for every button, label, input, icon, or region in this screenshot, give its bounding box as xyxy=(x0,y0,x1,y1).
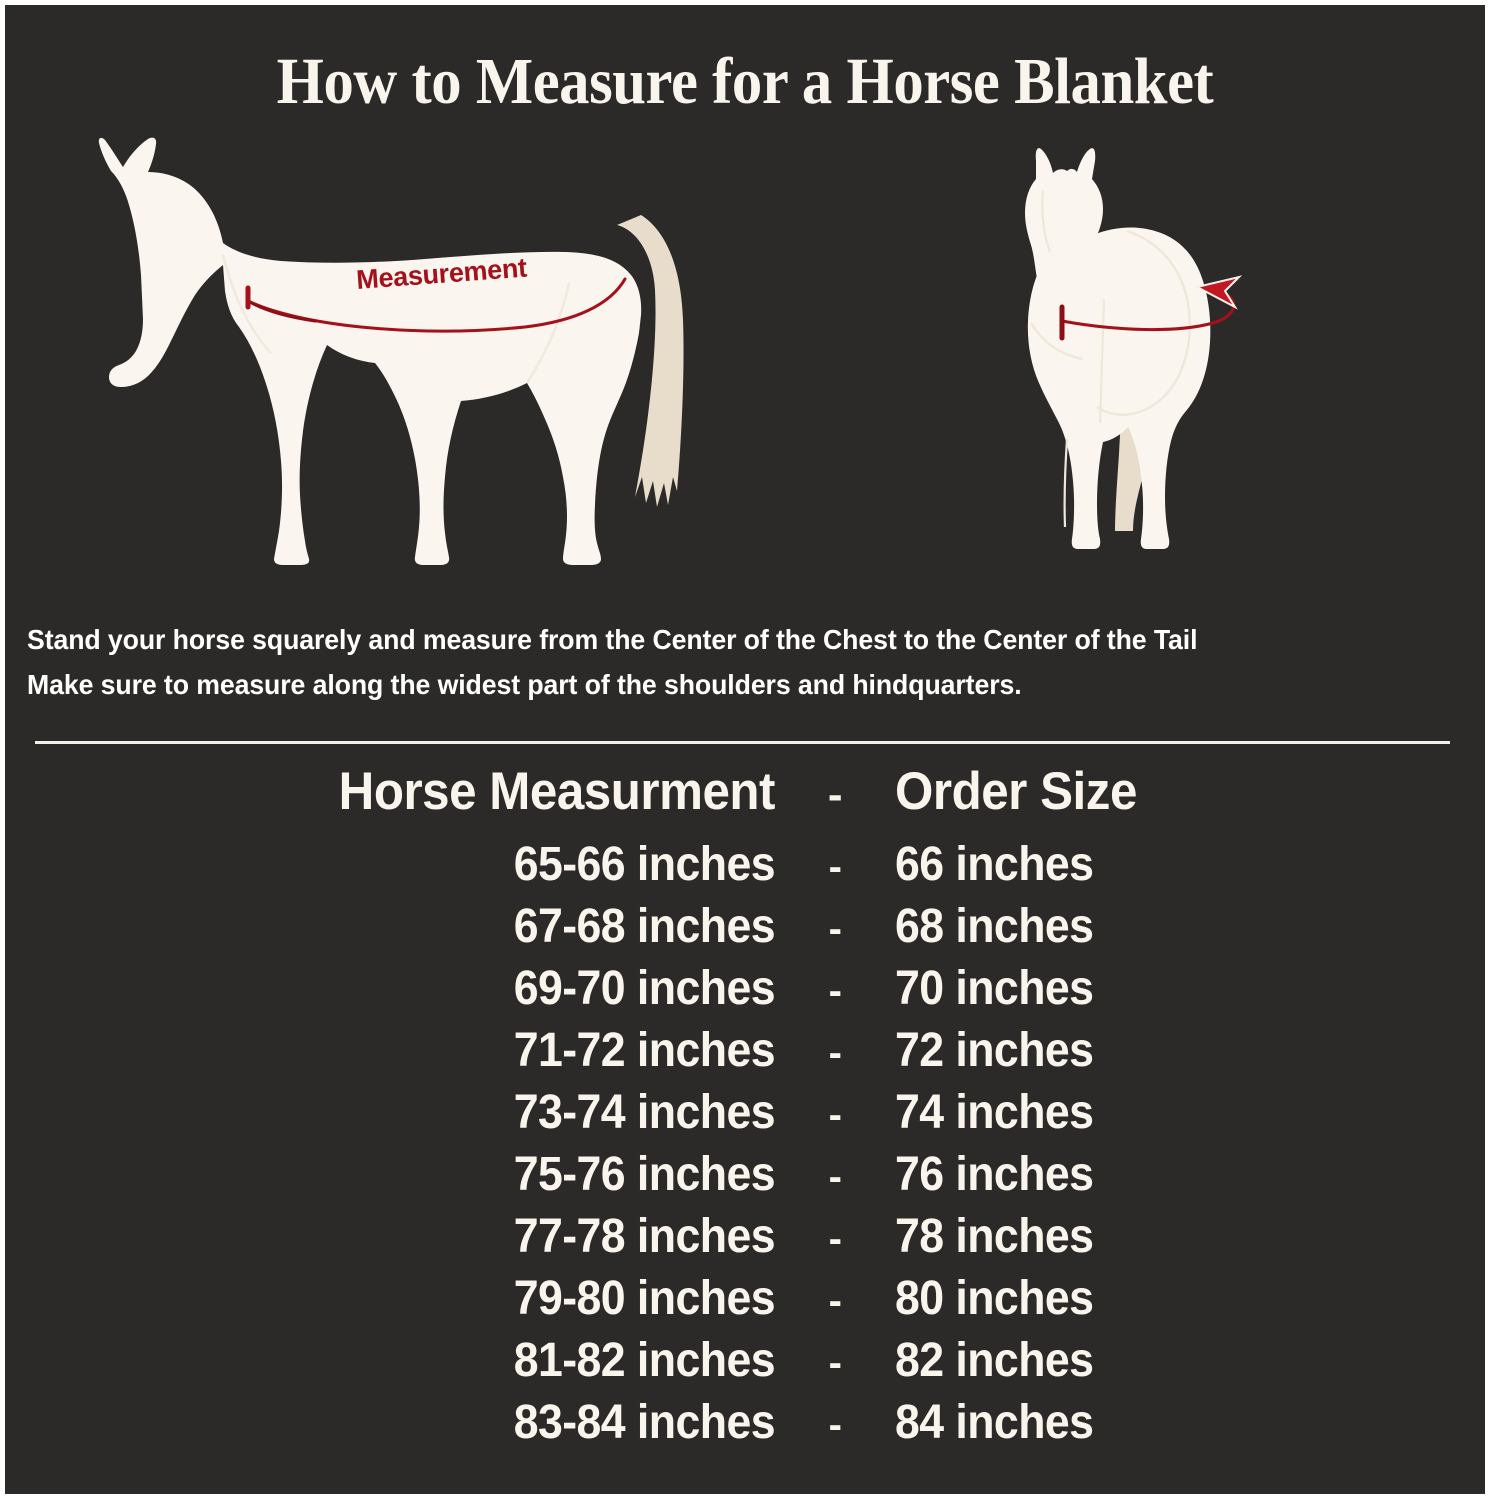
cell-horse-measurement: 83-84 inches xyxy=(513,1396,776,1449)
table-header-row: Horse Measurment - Order Size xyxy=(5,761,1485,837)
rear-measurement-line xyxy=(1060,294,1236,332)
cell-dash: - xyxy=(828,1403,842,1447)
cell-horse-measurement: 65-66 inches xyxy=(513,838,776,891)
rear-horse-leg-shade xyxy=(1063,438,1069,528)
cell-dash: - xyxy=(828,1093,842,1137)
cell-order-size: 72 inches xyxy=(895,1024,1094,1077)
cell-dash: - xyxy=(828,845,842,889)
rear-horse-haunch-shade xyxy=(1096,229,1191,416)
side-horse-tail xyxy=(617,215,684,507)
cell-order-size: 70 inches xyxy=(895,962,1094,1015)
horse-measurement-diagram: Measurement xyxy=(5,125,1484,605)
measurement-line-back xyxy=(246,299,317,323)
cell-dash: - xyxy=(828,1341,842,1385)
instructions-line-1: Stand your horse squarely and measure fr… xyxy=(27,624,1198,655)
cell-order-size: 84 inches xyxy=(895,1396,1094,1449)
page-title: How to Measure for a Horse Blanket xyxy=(276,45,1214,118)
table-row: 69-70 inches - 70 inches xyxy=(5,961,1485,1023)
side-horse-body xyxy=(98,137,642,565)
section-divider xyxy=(35,741,1450,744)
instructions-line-2: Make sure to measure along the widest pa… xyxy=(27,669,1022,700)
cell-order-size: 66 inches xyxy=(895,838,1094,891)
cell-horse-measurement: 81-82 inches xyxy=(513,1334,776,1387)
cell-dash: - xyxy=(828,969,842,1013)
header-order-size: Order Size xyxy=(895,762,1137,821)
rear-horse-body xyxy=(1027,227,1211,549)
rear-horse-center-line xyxy=(1098,298,1106,424)
header-horse-measurement: Horse Measurment xyxy=(338,762,776,821)
table-row: 65-66 inches - 66 inches xyxy=(5,837,1485,899)
table-row: 75-76 inches - 76 inches xyxy=(5,1147,1485,1209)
side-view-horse-icon: Measurement xyxy=(98,137,684,565)
cell-order-size: 78 inches xyxy=(895,1210,1094,1263)
cell-order-size: 76 inches xyxy=(895,1148,1094,1201)
instructions-text: Stand your horse squarely and measure fr… xyxy=(27,617,1424,707)
header-dash: - xyxy=(827,770,843,819)
cell-horse-measurement: 77-78 inches xyxy=(513,1210,776,1263)
cell-horse-measurement: 69-70 inches xyxy=(513,962,776,1015)
cell-dash: - xyxy=(828,1279,842,1323)
cell-horse-measurement: 67-68 inches xyxy=(513,900,776,953)
table-row: 71-72 inches - 72 inches xyxy=(5,1023,1485,1085)
cell-dash: - xyxy=(828,1155,842,1199)
table-row: 79-80 inches - 80 inches xyxy=(5,1271,1485,1333)
size-chart-table: Horse Measurment - Order Size 65-66 inch… xyxy=(5,761,1485,1457)
cell-order-size: 82 inches xyxy=(895,1334,1094,1387)
cell-horse-measurement: 71-72 inches xyxy=(513,1024,776,1077)
cell-order-size: 68 inches xyxy=(895,900,1094,953)
cell-horse-measurement: 75-76 inches xyxy=(513,1148,776,1201)
rear-horse-chest-line xyxy=(1030,322,1084,361)
cell-dash: - xyxy=(828,1031,842,1075)
rear-view-horse-icon xyxy=(1025,148,1243,549)
side-horse-shoulder-line xyxy=(221,254,272,354)
table-row: 77-78 inches - 78 inches xyxy=(5,1209,1485,1271)
table-row: 83-84 inches - 84 inches xyxy=(5,1395,1485,1457)
table-row: 73-74 inches - 74 inches xyxy=(5,1085,1485,1147)
infographic-panel: How to Measure for a Horse Blanket xyxy=(5,5,1485,1494)
table-row: 81-82 inches - 82 inches xyxy=(5,1333,1485,1395)
cell-dash: - xyxy=(828,1217,842,1261)
side-horse-haunch-line xyxy=(525,282,571,384)
cell-dash: - xyxy=(828,907,842,951)
cell-horse-measurement: 79-80 inches xyxy=(513,1272,776,1325)
cell-order-size: 80 inches xyxy=(895,1272,1094,1325)
rear-measurement-arrow-icon xyxy=(1194,275,1243,310)
table-row: 67-68 inches - 68 inches xyxy=(5,899,1485,961)
cell-horse-measurement: 73-74 inches xyxy=(513,1086,776,1139)
cell-order-size: 74 inches xyxy=(895,1086,1094,1139)
